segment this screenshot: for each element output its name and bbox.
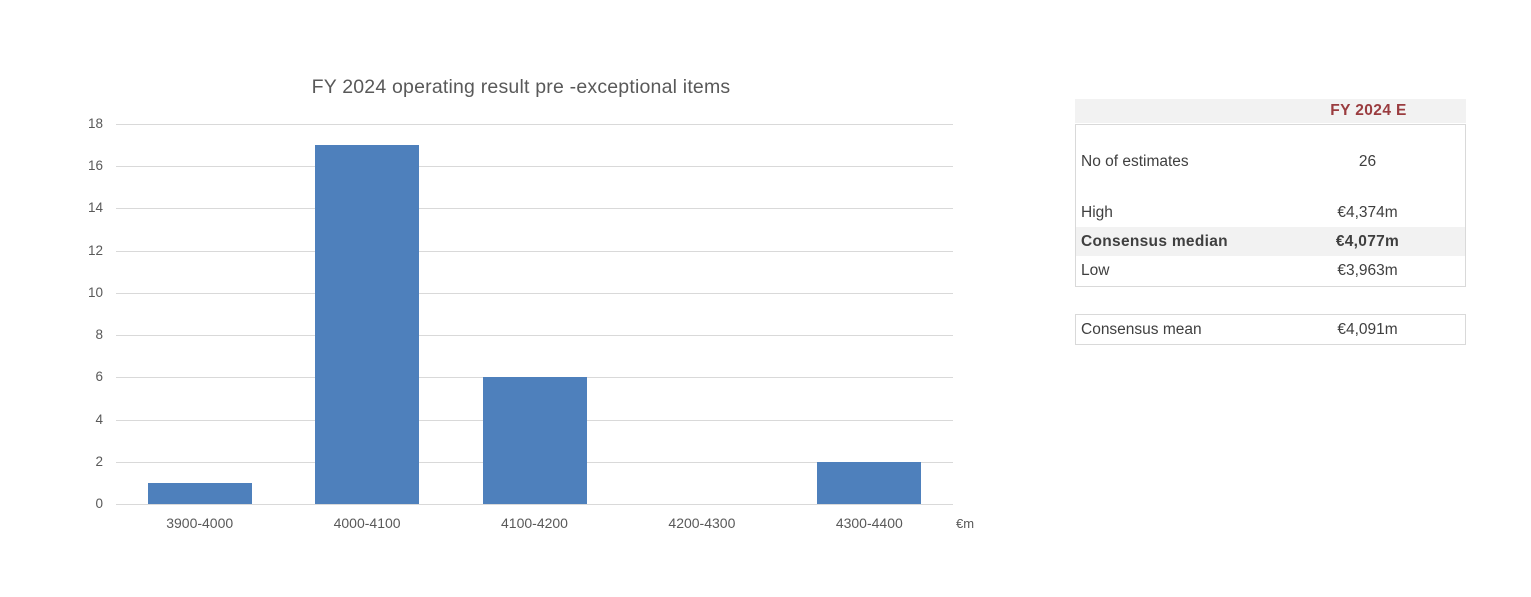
y-axis-tick-label-14: 14	[87, 200, 103, 216]
row-value: €4,077m	[1335, 232, 1400, 250]
gridline-y-12	[116, 250, 953, 252]
table-row-consensus-mean: Consensus mean €4,091m	[1075, 314, 1466, 345]
table-row-consensus-median: Consensus median €4,077m	[1076, 227, 1465, 256]
y-axis-tick-label-18: 18	[87, 116, 103, 131]
y-axis-tick-label-16: 16	[87, 158, 103, 174]
row-value: €4,091m	[1337, 320, 1398, 338]
y-axis-tick-label-0: 0	[95, 496, 103, 511]
table-gap	[1075, 287, 1466, 314]
estimates-box: No of estimates 26 High €4,374m Consensu…	[1075, 124, 1466, 287]
bar-3900-4000	[147, 482, 252, 504]
x-axis-tick-label-4300-4400: 4300-4400	[835, 515, 903, 531]
table-spacer	[1076, 177, 1465, 198]
row-value: €4,374m	[1337, 203, 1398, 221]
row-value: €3,963m	[1337, 261, 1398, 279]
plot-area	[116, 124, 953, 505]
x-axis-unit-label: €m	[956, 516, 975, 531]
gridline-y-14	[116, 208, 953, 210]
y-axis-tick-label-8: 8	[95, 327, 103, 343]
x-axis-tick-label-4200-4300: 4200-4300	[668, 515, 736, 531]
row-label: No of estimates	[1081, 153, 1189, 170]
x-axis-tick-label-4100-4200: 4100-4200	[501, 515, 568, 531]
gridline-y-10	[116, 292, 953, 294]
table-row-no-of-estimates: No of estimates 26	[1076, 147, 1465, 177]
gridline-y-0	[116, 504, 953, 505]
x-axis-tick-label-4000-4100: 4000-4100	[333, 515, 401, 531]
y-axis-tick-label-6: 6	[95, 369, 103, 385]
bar-4300-4400	[817, 461, 922, 504]
bar-4000-4100	[315, 145, 420, 504]
y-axis-tick-label-12: 12	[87, 242, 103, 258]
row-value: 26	[1358, 153, 1377, 170]
gridline-y-16	[116, 166, 953, 168]
y-axis-tick-label-4: 4	[95, 411, 103, 427]
y-axis-tick-label-10: 10	[87, 284, 103, 300]
row-label: Consensus median	[1081, 232, 1228, 250]
consensus-table: FY 2024 E No of estimates 26 High €4,374…	[1075, 99, 1466, 345]
gridline-y-18	[116, 124, 953, 125]
table-header-row: FY 2024 E	[1075, 99, 1466, 123]
row-label: Consensus mean	[1081, 320, 1202, 338]
table-row-high: High €4,374m	[1076, 198, 1465, 227]
chart-title: FY 2024 operating result pre -exceptiona…	[311, 76, 731, 98]
row-label: Low	[1081, 261, 1110, 279]
y-axis-tick-label-2: 2	[95, 453, 103, 469]
table-header-value: FY 2024 E	[1330, 102, 1407, 119]
table-row-low: Low €3,963m	[1076, 256, 1465, 285]
gridline-y-8	[116, 335, 953, 337]
x-axis-tick-label-3900-4000: 3900-4000	[166, 515, 234, 531]
row-label: High	[1081, 203, 1113, 221]
bar-4100-4200	[482, 377, 587, 504]
